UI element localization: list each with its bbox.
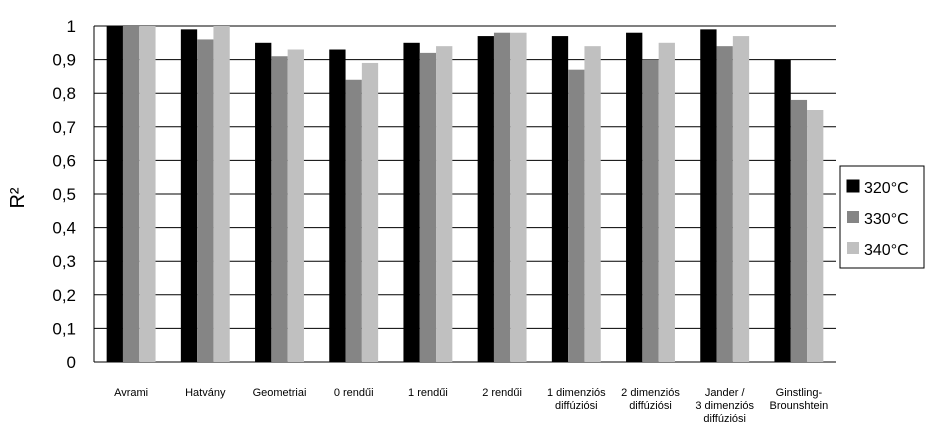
x-category-label: diffúziósi — [703, 413, 746, 425]
bar-340C-6 — [584, 46, 601, 362]
bar-320C-0 — [106, 26, 123, 362]
bar-320C-2 — [255, 42, 272, 363]
y-tick-label: 0,7 — [52, 118, 76, 137]
x-category-label: diffúziósi — [555, 400, 598, 412]
bar-330C-9 — [790, 99, 808, 363]
bar-330C-2 — [271, 56, 288, 363]
legend-label: 340°C — [864, 242, 909, 259]
bar-330C-5 — [493, 32, 511, 362]
x-category-label: Ginstling- — [776, 387, 823, 399]
bar-340C-5 — [510, 32, 527, 362]
bar-330C-8 — [716, 46, 733, 362]
bar-320C-5 — [477, 36, 494, 363]
y-axis-title: R² — [7, 187, 29, 208]
x-category-label: 1 dimenziós — [547, 387, 606, 399]
bar-330C-3 — [345, 79, 362, 362]
bar-340C-9 — [807, 110, 824, 362]
bar-340C-4 — [436, 46, 453, 362]
bar-320C-3 — [329, 49, 346, 363]
legend-label: 330°C — [864, 211, 909, 228]
y-tick-label: 0,6 — [52, 151, 76, 170]
y-tick-label: 0,9 — [52, 51, 76, 70]
bar-340C-8 — [732, 36, 750, 363]
bar-340C-0 — [139, 26, 156, 362]
y-tick-label: 0 — [67, 353, 76, 372]
legend-swatch — [847, 211, 859, 223]
bar-330C-0 — [122, 26, 140, 362]
x-category-label: 1 rendűi — [408, 387, 448, 399]
x-category-label: Brounshtein — [770, 400, 829, 412]
bar-320C-9 — [774, 59, 791, 362]
bar-320C-6 — [551, 36, 569, 363]
x-category-label: diffúziósi — [629, 400, 672, 412]
bar-320C-4 — [403, 42, 420, 363]
x-category-label: Avrami — [114, 387, 148, 399]
x-category-label: 2 dimenziós — [621, 387, 680, 399]
bar-320C-1 — [180, 29, 198, 363]
bar-320C-8 — [700, 29, 717, 363]
bar-330C-7 — [642, 59, 659, 362]
bar-330C-4 — [419, 52, 437, 362]
x-category-label: 0 rendűi — [334, 387, 374, 399]
legend-swatch — [847, 242, 859, 254]
y-tick-label: 0,4 — [52, 219, 76, 238]
y-tick-label: 0,8 — [52, 84, 76, 103]
bar-330C-1 — [197, 39, 214, 362]
bar-330C-6 — [568, 69, 585, 363]
x-category-label: 3 dimenziós — [695, 400, 754, 412]
legend-label: 320°C — [864, 180, 909, 197]
x-category-label: Hatvány — [185, 387, 226, 399]
y-tick-label: 1 — [67, 17, 76, 36]
bar-340C-7 — [658, 42, 675, 363]
x-category-label: Jander / — [705, 387, 746, 399]
y-tick-label: 0,1 — [52, 319, 76, 338]
y-tick-label: 0,5 — [52, 185, 76, 204]
bar-320C-7 — [626, 32, 643, 362]
bar-340C-2 — [287, 49, 304, 363]
bar-340C-3 — [361, 62, 379, 363]
y-tick-label: 0,3 — [52, 252, 76, 271]
y-tick-label: 0,2 — [52, 286, 76, 305]
x-category-label: 2 rendűi — [482, 387, 522, 399]
bar-340C-1 — [213, 26, 230, 362]
x-category-label: Geometriai — [253, 387, 307, 399]
legend-swatch — [846, 179, 860, 193]
